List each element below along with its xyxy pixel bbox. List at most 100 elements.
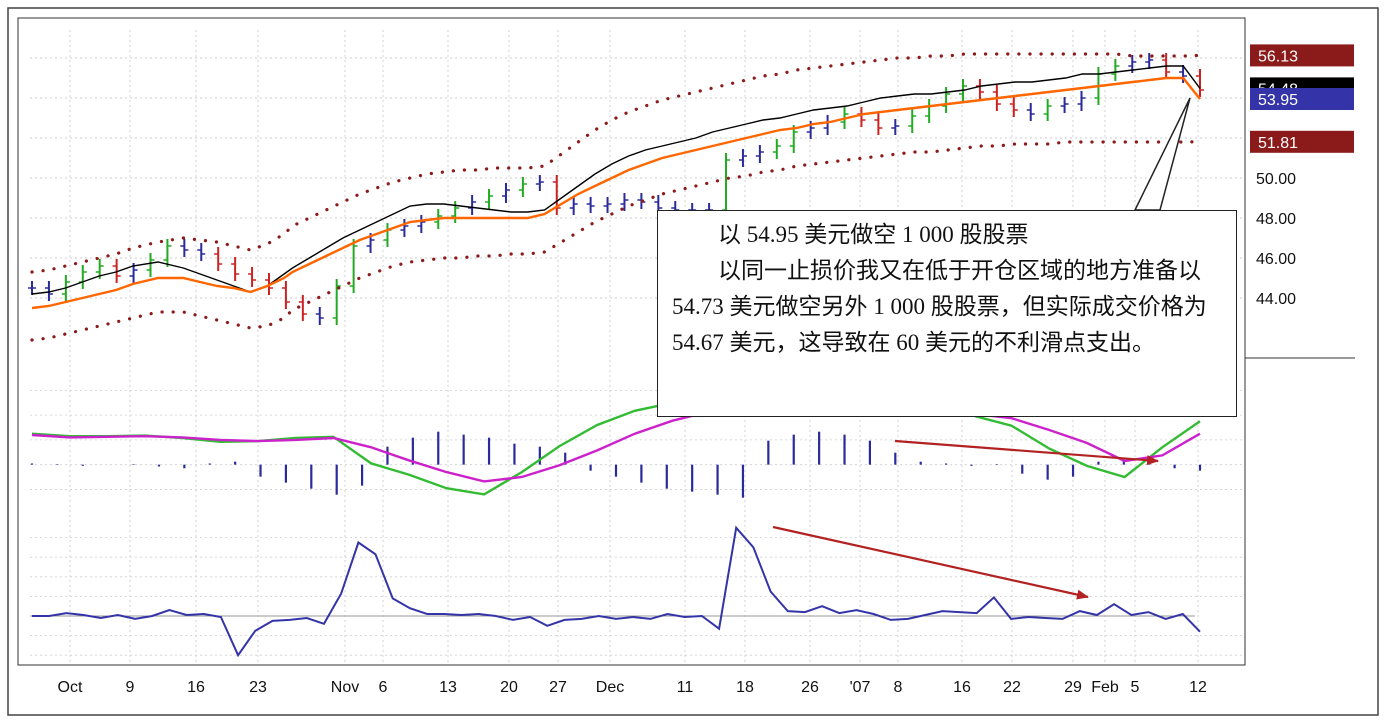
upper-envelope [30,52,1202,274]
price-bar [755,145,764,163]
price-bar [197,243,206,261]
price-bar [975,79,984,99]
price-bar [535,175,544,191]
x-tick-label: 8 [894,679,903,696]
price-bar [722,153,731,217]
price-bar [349,239,358,293]
price-tag: 56.13 [1250,44,1354,67]
callout-pointer [1133,97,1191,211]
annotation-line-1: 以 54.95 美元做空 1 000 股股票 [718,222,1029,247]
price-bar [1009,97,1018,117]
price-tag-label: 53.95 [1258,92,1298,109]
price-bar [298,295,307,321]
x-tick-label: 11 [677,679,694,696]
x-tick-label: 18 [736,679,754,696]
price-bar [569,197,578,215]
macd-signal-line [31,394,1201,483]
plot-frame [17,17,1246,666]
price-bar [942,87,951,113]
x-tick-label: 13 [439,679,457,696]
price-bar [501,183,510,203]
price-bar [112,259,121,283]
price-tag-label: 51.81 [1258,135,1298,152]
price-bar [1196,69,1204,97]
x-tick-label: 9 [126,679,135,696]
price-bar [1060,97,1069,113]
price-bar [772,139,781,159]
price-bar [400,219,409,237]
price-bar [78,265,87,289]
price-bar [1026,103,1035,121]
macd-divergence-arrow [894,439,1159,466]
price-bar [908,109,917,133]
price-bar [44,281,53,301]
price-bar [1111,59,1120,81]
price-bar [332,279,341,325]
y-tick-label: 46.00 [1256,251,1296,268]
x-tick-label: 5 [1131,679,1140,696]
x-tick-label: 26 [801,679,819,696]
price-bar [874,113,883,135]
slow-moving-average [31,76,1201,310]
price-tag-bg [1250,130,1354,153]
price-bar [468,195,477,215]
price-bar [603,197,612,213]
price-bar [451,201,460,223]
price-bar [518,177,527,197]
price-tag-label: 56.13 [1258,48,1298,65]
price-tag-bg [1250,44,1354,67]
lower-indicator-line [32,525,1201,658]
price-bar [485,189,494,209]
indicator-divergence-arrow [772,525,1089,600]
price-tag: 53.95 [1250,88,1354,110]
price-bar [146,253,155,277]
price-bar [214,247,223,271]
price-tag: 51.81 [1250,130,1354,153]
x-tick-label: Feb [1091,679,1119,696]
annotation-box: 以 54.95 美元做空 1 000 股股票 以同一止损价我又在低于开仓区域的地… [657,210,1237,417]
x-tick-label: 6 [379,679,388,696]
price-bar [231,257,240,281]
x-tick-label: 29 [1064,679,1082,696]
x-tick-label: 27 [549,679,567,696]
x-tick-label: 20 [500,679,518,696]
price-bar [620,193,629,211]
x-tick-label: 16 [953,679,971,696]
price-bar [552,175,561,215]
price-bar [28,281,36,295]
x-tick-label: 12 [1189,679,1207,696]
price-bar [586,197,595,213]
price-bar [1043,99,1052,121]
price-bar [925,99,934,123]
annotation-line-2: 以同一止损价我又在低于开仓区域的地方准备以 54.73 美元做空另外 1 000… [672,258,1207,355]
price-bar [1145,53,1154,69]
y-tick-label: 44.00 [1256,291,1296,308]
y-tick-label: 48.00 [1256,211,1296,228]
x-tick-label: 16 [187,679,205,696]
price-bar [738,149,747,167]
y-tick-label: 50.00 [1256,171,1296,188]
price-bar [315,307,324,325]
price-tag-bg [1250,88,1354,110]
price-bar [1077,91,1086,111]
price-bar [383,223,392,247]
x-tick-label: Nov [331,679,359,696]
price-bar [281,281,290,309]
price-bar [789,125,798,153]
price-bar [248,267,257,287]
price-bar [823,115,832,135]
x-tick-label: Dec [596,679,624,696]
price-bar [1179,65,1188,83]
figure-frame [7,7,1379,716]
price-bar [180,239,189,257]
price-bar [857,107,866,127]
x-tick-label: '07 [850,679,871,696]
price-bar [417,215,426,233]
x-tick-label: Oct [58,679,83,696]
x-tick-label: 23 [249,679,267,696]
x-tick-label: 22 [1003,679,1021,696]
price-bar [891,119,900,135]
price-bar [163,239,172,267]
